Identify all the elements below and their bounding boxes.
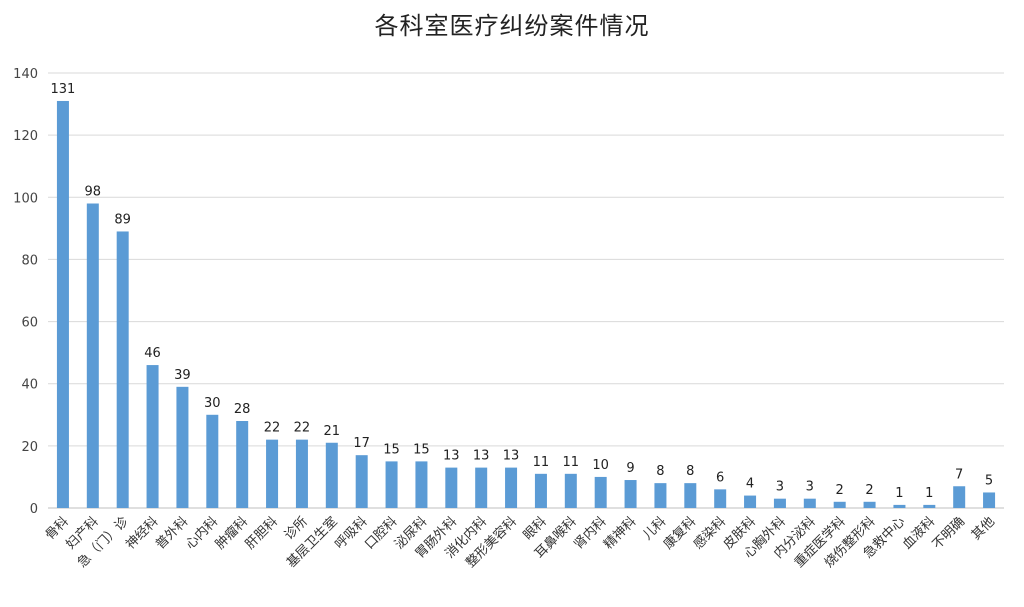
bar [445, 467, 458, 508]
category-label: 肾内科 [571, 514, 610, 553]
chart-title: 各科室医疗纠纷案件情况 [374, 12, 650, 40]
category-label: 感染科 [690, 514, 729, 553]
data-label: 3 [806, 480, 814, 495]
y-tick-label: 40 [21, 378, 38, 393]
bar [624, 480, 637, 508]
bar [803, 498, 816, 508]
bar [325, 442, 338, 508]
y-tick-label: 80 [21, 253, 38, 268]
data-label: 22 [294, 421, 311, 436]
category-label: 其他 [969, 514, 998, 543]
y-tick-label: 120 [13, 129, 38, 144]
category-label: 不明确 [930, 514, 968, 552]
data-label: 11 [563, 455, 580, 470]
data-label: 7 [955, 467, 963, 482]
bars [56, 100, 996, 508]
bar [176, 386, 189, 508]
data-label: 28 [234, 402, 251, 417]
data-label: 8 [686, 464, 694, 479]
bar [415, 461, 428, 508]
data-label: 13 [473, 449, 490, 464]
bar [744, 495, 757, 508]
data-label: 5 [985, 473, 993, 488]
data-label: 1 [895, 486, 903, 501]
bar [475, 467, 488, 508]
bar [355, 455, 368, 508]
data-label: 46 [144, 346, 161, 361]
bar [863, 501, 876, 508]
bar [534, 473, 547, 508]
bar [923, 504, 936, 508]
category-label: 肝胆科 [243, 514, 281, 552]
category-label: 普外科 [153, 514, 191, 552]
y-tick-label: 100 [13, 191, 38, 206]
data-label: 15 [383, 442, 400, 457]
data-label: 98 [85, 185, 102, 200]
bar [206, 414, 219, 508]
category-label: 精神科 [601, 514, 639, 552]
data-label: 17 [353, 436, 370, 451]
bar [86, 203, 99, 508]
data-label: 89 [114, 212, 131, 227]
data-label: 131 [51, 82, 76, 97]
bar [654, 483, 667, 508]
data-label: 30 [204, 396, 221, 411]
bar [266, 439, 279, 508]
data-label: 9 [626, 461, 634, 476]
y-tick-label: 60 [21, 316, 38, 331]
category-label: 呼吸科 [332, 514, 370, 552]
category-label: 神经科 [123, 514, 161, 552]
category-label: 口腔科 [362, 514, 400, 552]
bar [116, 231, 129, 508]
bar [773, 498, 786, 508]
category-label: 血液科 [900, 514, 938, 552]
data-label: 2 [865, 483, 873, 498]
bar [56, 100, 69, 508]
data-label: 10 [592, 458, 609, 473]
bar [833, 501, 846, 508]
bar [953, 486, 966, 508]
data-label: 13 [503, 449, 520, 464]
data-label: 8 [656, 464, 664, 479]
bar [684, 483, 697, 508]
y-tick-label: 20 [21, 440, 38, 455]
bar [893, 504, 906, 508]
data-label: 39 [174, 368, 191, 383]
data-label: 22 [264, 421, 281, 436]
bar [983, 492, 996, 508]
data-label: 6 [716, 470, 724, 485]
bar [564, 473, 577, 508]
category-label: 心内科 [182, 514, 221, 553]
gridlines [48, 72, 1004, 509]
bar [505, 467, 518, 508]
data-label: 2 [836, 483, 844, 498]
data-label: 1 [925, 486, 933, 501]
data-label: 15 [413, 442, 430, 457]
y-axis-tick-labels: 0 20 40 60 80 100 120 140 [13, 67, 38, 517]
bar [385, 461, 398, 508]
bar [146, 365, 159, 508]
category-label: 肿瘤科 [212, 514, 251, 553]
y-tick-label: 0 [30, 502, 38, 517]
category-label: 康复科 [660, 514, 699, 553]
y-tick-label: 140 [13, 67, 38, 82]
bar [236, 421, 249, 508]
bar [714, 489, 727, 508]
bar [295, 439, 308, 508]
data-label: 21 [324, 424, 341, 439]
data-label: 11 [533, 455, 550, 470]
data-label: 4 [746, 477, 754, 492]
bar [594, 476, 607, 508]
data-label: 13 [443, 449, 460, 464]
data-label: 3 [776, 480, 784, 495]
